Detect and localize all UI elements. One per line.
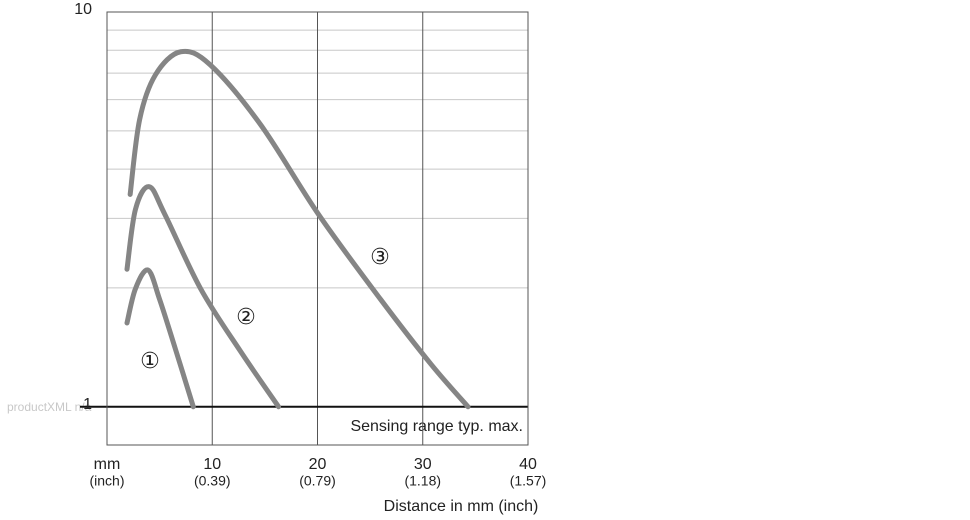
x-tick-sublabel: (0.39) — [194, 473, 231, 489]
x-tick-label: 10 — [203, 456, 221, 473]
x-axis-title: Distance in mm (inch) — [384, 498, 539, 515]
plot-frame — [106, 11, 529, 446]
x-unit-label: (inch) — [89, 473, 124, 489]
annotation: Sensing range typ. max. — [350, 418, 523, 435]
x-tick-sublabel: (1.57) — [510, 473, 547, 489]
curve-label: ③ — [370, 244, 390, 269]
x-tick-sublabel: (1.18) — [404, 473, 441, 489]
x-tick-sublabel: (0.79) — [299, 473, 336, 489]
x-unit-label: mm — [94, 456, 121, 473]
x-tick-label: 30 — [414, 456, 432, 473]
y-tick-label: 10 — [74, 1, 92, 18]
x-tick-label: 20 — [309, 456, 327, 473]
curve — [127, 48, 471, 410]
curve-label: ① — [140, 348, 160, 373]
y-tick-label: 1 — [83, 396, 92, 413]
curve — [124, 267, 196, 410]
curve — [124, 184, 282, 410]
watermark: productXML n/a — [7, 400, 92, 414]
curve-label: ② — [236, 304, 256, 329]
x-tick-label: 40 — [519, 456, 537, 473]
